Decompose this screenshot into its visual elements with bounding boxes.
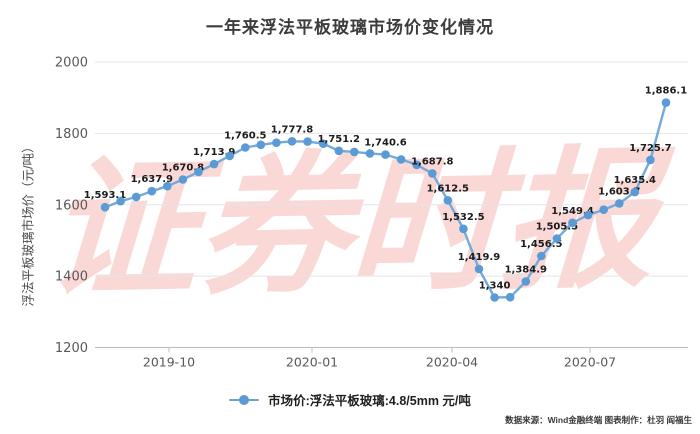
x-tick-label: 2019-10 [143,355,195,370]
data-point [178,175,188,184]
x-tick-label: 2020-07 [564,355,616,370]
x-tick-label: 2020-04 [426,355,478,370]
data-point [381,150,390,159]
price-line [103,101,668,299]
data-point [100,202,110,212]
data-point-label: 1,456.5 [520,239,562,250]
data-point-label: 1,713.9 [193,147,235,158]
chart-title: 一年来浮法平板玻璃市场价变化情况 [206,18,494,37]
data-point-label: 1,777.8 [271,124,313,135]
data-point [646,155,655,165]
data-point [272,138,281,147]
data-point [241,143,250,152]
legend: 市场价:浮法平板玻璃:4.8/5mm 元/吨 [0,390,700,409]
y-tick-label: 2000 [55,56,88,71]
data-point [256,140,266,150]
data-point-label: 1,612.5 [427,183,469,194]
data-point [225,151,234,161]
data-point-label: 1,340 [479,281,511,292]
data-point [428,169,437,178]
data-point [365,149,375,158]
data-point [334,146,344,156]
data-point [505,292,515,302]
data-point [552,234,562,243]
data-point-label: 1,740.6 [364,138,406,149]
data-point-label: 1,532.5 [442,212,484,223]
data-point [599,205,608,214]
data-point [287,137,297,146]
data-point [303,137,312,146]
data-point [490,293,499,302]
data-point-label: 1,419.9 [458,252,500,263]
data-point [350,147,359,157]
data-point [443,196,453,205]
data-point-label: 1,549.4 [551,206,593,217]
data-point-label: 1,751.2 [318,134,360,145]
data-point [459,224,468,234]
data-point [537,251,546,261]
data-point-label: 1,760.5 [224,131,266,142]
data-point [163,181,172,191]
y-tick-label: 1800 [55,127,88,142]
data-point [131,192,141,202]
data-point-label: 1,687.8 [411,156,453,167]
data-point [630,187,640,197]
data-point-label: 1,670.8 [162,163,204,174]
data-point [396,155,406,164]
data-point [194,167,203,177]
data-point-label: 1,505.5 [536,222,578,233]
y-tick-label: 1200 [55,341,88,356]
data-point [568,218,577,228]
data-point [116,196,125,206]
data-point [474,264,484,274]
data-point [318,139,328,148]
data-point-label: 1,886.1 [645,86,687,97]
y-tick-label: 1400 [55,270,88,285]
data-point [583,210,593,220]
legend-label: 市场价:浮法平板玻璃:4.8/5mm 元/吨 [268,394,471,408]
data-point-label: 1,635.4 [614,175,656,186]
data-point [615,199,624,208]
data-point [412,160,422,170]
source-credit: 数据来源：Wind金融终端 图表制作：杜羽 阎福生 [505,415,692,425]
data-point-label: 1,603.7 [598,186,640,197]
data-point-label: 1,725.7 [629,143,671,154]
legend-line-dot-icon [229,394,260,405]
data-point [209,159,219,169]
data-point-label: 1,593.1 [84,190,126,201]
data-point-label: 1,637.9 [131,174,173,185]
data-point [661,98,671,107]
y-tick-label: 1600 [55,198,88,213]
data-point [147,186,157,196]
data-point [521,277,531,286]
x-tick-label: 2020-01 [286,355,338,370]
data-point-label: 1,384.9 [505,265,547,276]
